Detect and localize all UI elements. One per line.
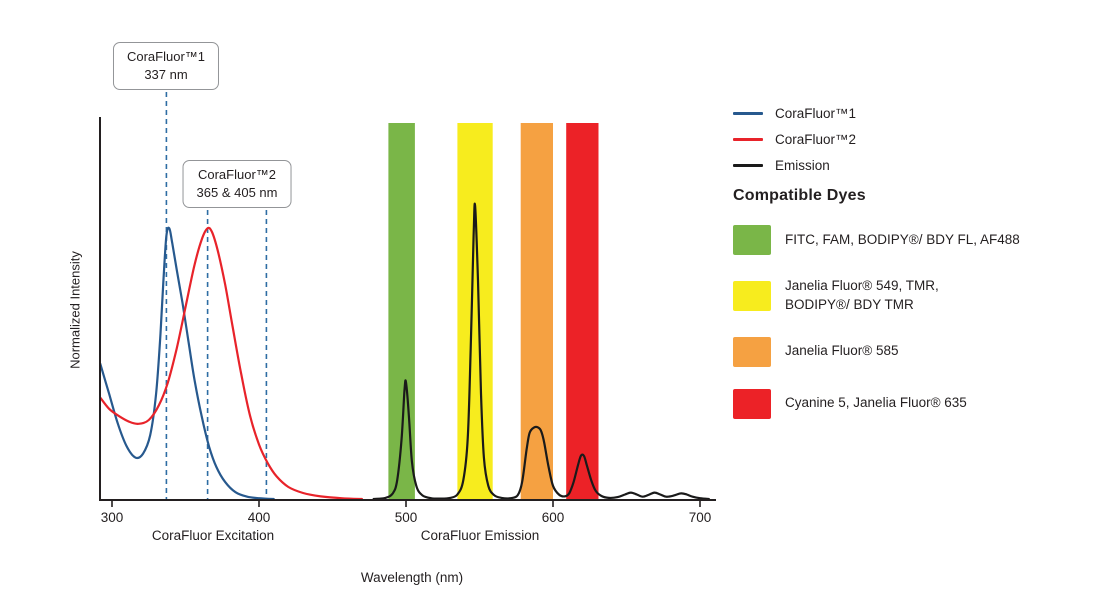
x-tick-label-400: 400 — [248, 510, 271, 525]
legend-label: CoraFluor™1 — [775, 106, 857, 121]
dye-label: Janelia Fluor® 585 — [785, 343, 899, 359]
filter-band-yellow — [457, 123, 493, 499]
dye-label: Cyanine 5, Janelia Fluor® 635 — [785, 395, 967, 411]
emission-line-swatch — [733, 164, 763, 167]
legend-item-emission: Emission — [733, 158, 1105, 173]
legend-item-corafluor1: CoraFluor™1 — [733, 106, 1105, 121]
legend-item-corafluor2: CoraFluor™2 — [733, 132, 1105, 147]
x-tick-label-600: 600 — [542, 510, 565, 525]
legend-label: Emission — [775, 158, 830, 173]
legend-label: CoraFluor™2 — [775, 132, 857, 147]
filter-band-red — [566, 123, 599, 499]
x-axis-label: Wavelength (nm) — [360, 570, 464, 585]
dye-item-green: FITC, FAM, BODIPY®/ BDY FL, AF488 — [733, 225, 1105, 255]
curve-corafluor2 — [99, 226, 363, 501]
callout-corafluor1-excitation: CoraFluor™1 337 nm — [112, 42, 220, 91]
x-tick-label-700: 700 — [689, 510, 712, 525]
callout-wavelength: 365 & 405 nm — [196, 185, 278, 201]
legend-panel: CoraFluor™1 CoraFluor™2 Emission Compati… — [733, 106, 1105, 419]
x-tick-label-500: 500 — [395, 510, 418, 525]
callout-wavelength: 337 nm — [144, 67, 188, 83]
corafluor2-line-swatch — [733, 138, 763, 141]
corafluor1-line-swatch — [733, 112, 763, 115]
x-region-label-excitation: CoraFluor Excitation — [151, 528, 275, 543]
orange-filter-swatch — [733, 336, 771, 367]
callout-corafluor2-excitation: CoraFluor™2 365 & 405 nm — [182, 160, 292, 209]
dye-list: FITC, FAM, BODIPY®/ BDY FL, AF488 Janeli… — [733, 225, 1105, 419]
compatible-dyes-heading: Compatible Dyes — [733, 187, 866, 204]
dye-item-yellow: Janelia Fluor® 549, TMR, BODIPY®/ BDY TM… — [733, 277, 1105, 315]
x-region-label-emission: CoraFluor Emission — [420, 528, 540, 543]
axes — [99, 117, 716, 501]
curve-emission — [372, 202, 710, 501]
dye-label: Janelia Fluor® 549, TMR, BODIPY®/ BDY TM… — [785, 278, 939, 312]
green-filter-swatch — [733, 225, 771, 255]
callout-title: CoraFluor™2 — [197, 167, 277, 182]
yellow-filter-swatch — [733, 280, 771, 311]
x-tick-label-300: 300 — [101, 510, 124, 525]
dye-label: FITC, FAM, BODIPY®/ BDY FL, AF488 — [785, 231, 1020, 247]
y-axis-label: Normalized Intensity — [67, 251, 83, 369]
dye-item-orange: Janelia Fluor® 585 — [733, 336, 1105, 367]
filter-band-orange — [520, 123, 553, 499]
red-filter-swatch — [733, 388, 771, 419]
dye-item-red: Cyanine 5, Janelia Fluor® 635 — [733, 388, 1105, 419]
curve-corafluor1 — [99, 226, 275, 501]
callout-title: CoraFluor™1 — [126, 49, 206, 64]
